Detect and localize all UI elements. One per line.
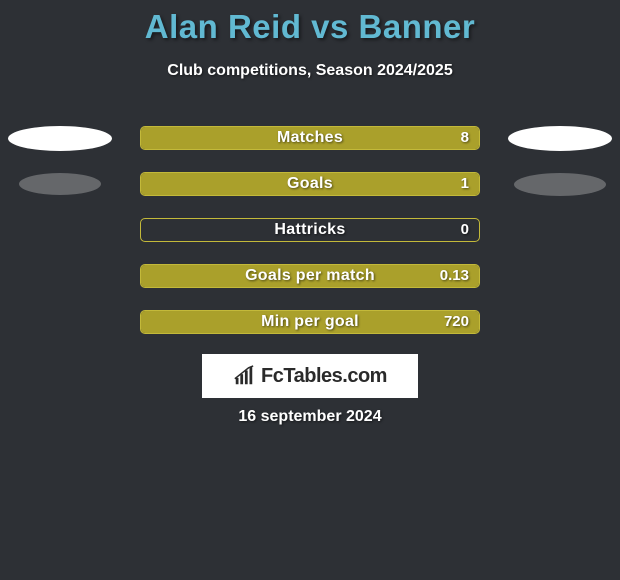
stat-bar-value: 8: [461, 129, 469, 146]
stat-bar-label: Goals per match: [141, 267, 479, 285]
stat-bar: Goals per match0.13: [140, 264, 480, 288]
stat-bar-value: 1: [461, 175, 469, 192]
page-title: Alan Reid vs Banner: [0, 8, 620, 46]
side-ellipse: [19, 173, 101, 195]
stat-bar-label: Goals: [141, 175, 479, 193]
stat-bar-label: Matches: [141, 129, 479, 147]
date-line: 16 september 2024: [0, 408, 620, 426]
stat-bar-value: 720: [444, 313, 469, 330]
logo-text: FcTables.com: [261, 365, 387, 388]
stat-bar: Matches8: [140, 126, 480, 150]
stat-bar-label: Min per goal: [141, 313, 479, 331]
stat-bar-value: 0.13: [440, 267, 469, 284]
subtitle: Club competitions, Season 2024/2025: [0, 62, 620, 80]
logo-box: FcTables.com: [202, 354, 418, 398]
stat-bar-value: 0: [461, 221, 469, 238]
stat-bar: Goals1: [140, 172, 480, 196]
stat-bar: Min per goal720: [140, 310, 480, 334]
stats-comparison-card: Alan Reid vs Banner Club competitions, S…: [0, 0, 620, 580]
side-ellipse: [8, 126, 112, 151]
side-ellipse: [514, 173, 606, 196]
bar-chart-icon: [233, 365, 255, 387]
side-ellipse: [508, 126, 612, 151]
stat-bar-label: Hattricks: [141, 221, 479, 239]
stat-bar: Hattricks0: [140, 218, 480, 242]
stat-bars: Matches8Goals1Hattricks0Goals per match0…: [140, 126, 480, 356]
